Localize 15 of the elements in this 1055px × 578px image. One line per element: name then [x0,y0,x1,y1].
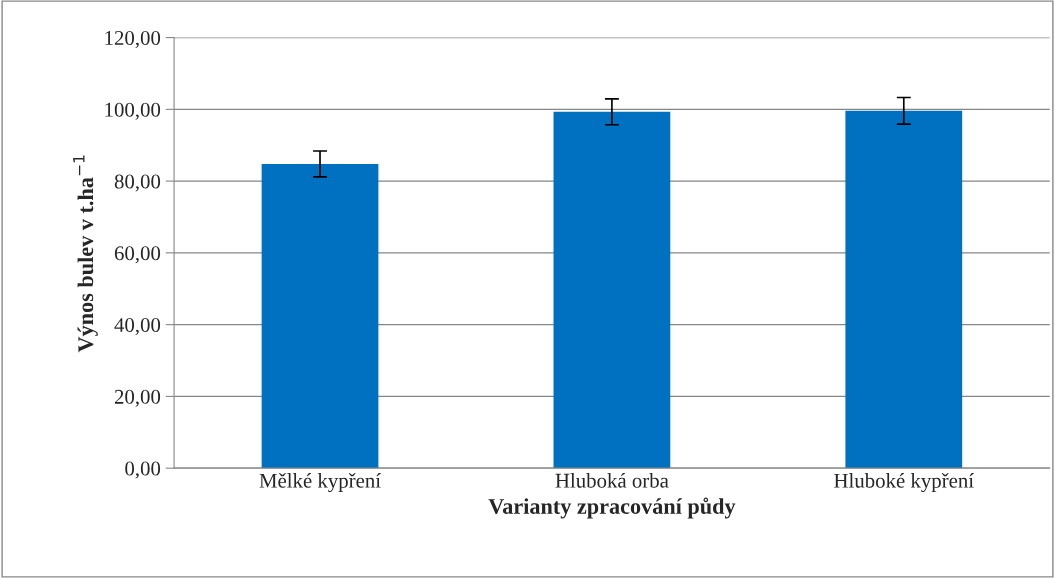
x-tick-label: Hluboká orba [555,473,669,488]
x-tick-label: Mělké kypření [259,473,381,493]
x-axis-title: Varianty zpracování půdy [488,497,736,519]
bar [261,163,379,469]
y-axis-title: Výnos bulev v t.ha$^{−1}$ [73,155,98,353]
y-tick-label: 100,00 [105,102,161,120]
bar [553,111,671,469]
x-tick-label: Hluboké kypření [834,473,974,493]
bar [845,110,963,469]
y-tick-label: 20,00 [114,389,161,407]
y-tick-label: 40,00 [114,318,161,336]
y-tick-label: 0,00 [125,461,161,479]
y-tick-label: 80,00 [114,174,161,192]
y-tick-label: 60,00 [114,246,161,264]
y-tick-label: 120,00 [105,30,161,48]
